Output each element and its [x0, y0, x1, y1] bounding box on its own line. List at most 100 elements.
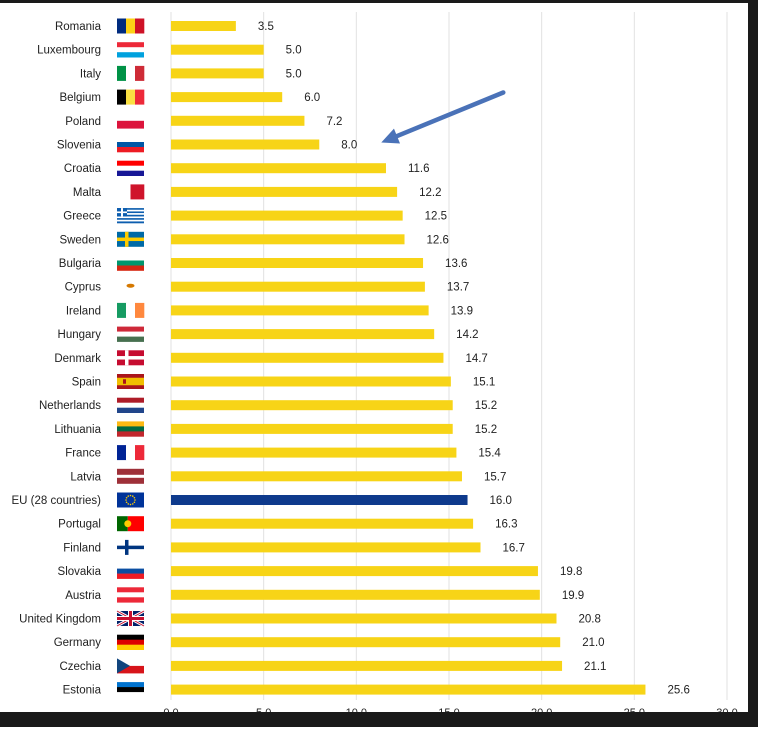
flag-denmark-icon: [117, 350, 144, 366]
value-label: 13.7: [447, 282, 469, 294]
frame-border-bottom: [0, 712, 758, 727]
category-label: Croatia: [64, 163, 102, 175]
value-label: 7.2: [326, 116, 342, 128]
bar: [171, 186, 398, 197]
category-label: Spain: [72, 377, 101, 389]
value-label: 6.0: [304, 92, 320, 104]
bar: [171, 210, 403, 221]
category-label: Cyprus: [65, 282, 102, 294]
bar: [171, 376, 451, 387]
bar: [171, 44, 264, 55]
value-label: 14.2: [456, 329, 478, 341]
category-label: Finland: [63, 542, 101, 554]
flag-malta-icon: [117, 184, 145, 200]
category-label: Netherlands: [39, 400, 101, 412]
value-label: 19.8: [560, 566, 582, 578]
category-label: Denmark: [54, 353, 101, 365]
bar: [171, 305, 429, 316]
flag-slovakia-icon: [117, 563, 144, 579]
annotation: [381, 90, 506, 144]
flag-spain-icon: [117, 374, 144, 389]
category-label: Belgium: [59, 92, 101, 104]
bar: [171, 258, 424, 268]
bar-eu-average: [171, 495, 468, 505]
value-label: 19.9: [562, 590, 584, 602]
value-label: 12.2: [419, 187, 441, 199]
category-label: Sweden: [59, 234, 101, 246]
value-label: 12.6: [427, 234, 449, 246]
flag-eu-icon: [117, 492, 144, 508]
value-label: 20.8: [578, 614, 600, 626]
bar: [171, 566, 538, 577]
category-label: Czechia: [59, 661, 101, 673]
category-label: Slovakia: [58, 566, 102, 578]
category-label: Estonia: [63, 685, 102, 697]
flag-france-icon: [117, 445, 145, 461]
category-label: France: [65, 448, 101, 460]
value-label: 14.7: [465, 353, 487, 365]
flag-croatia-icon: [117, 160, 144, 176]
bar: [171, 400, 453, 411]
value-label: 16.3: [495, 519, 517, 531]
flag-finland-icon: [117, 539, 144, 555]
annotation-arrow-icon: [381, 90, 506, 144]
bar: [171, 613, 557, 624]
value-label: 21.1: [584, 661, 606, 673]
bar: [171, 21, 236, 31]
value-label: 13.9: [451, 305, 473, 317]
category-label: Germany: [54, 637, 102, 649]
flag-uk-icon: [116, 609, 145, 628]
bar: [171, 542, 481, 553]
frame-border-top: [0, 0, 758, 3]
flag-luxembourg-icon: [117, 42, 144, 58]
flag-ireland-icon: [117, 302, 145, 318]
flag-romania-icon: [117, 18, 145, 34]
bar: [171, 352, 444, 363]
bar: [171, 660, 563, 671]
category-label: Luxembourg: [37, 45, 101, 57]
bar: [171, 329, 435, 340]
value-label: 5.0: [286, 45, 302, 57]
category-label: United Kingdom: [19, 614, 101, 626]
bar: [171, 423, 453, 434]
bar: [171, 234, 405, 245]
value-label: 3.5: [258, 21, 274, 33]
category-label: EU (28 countries): [12, 495, 102, 507]
value-label: 15.2: [475, 400, 497, 412]
flag-lithuania-icon: [117, 421, 144, 437]
bar: [171, 92, 283, 103]
value-label: 8.0: [341, 140, 357, 152]
category-label: Portugal: [58, 519, 101, 531]
flag-germany-icon: [117, 634, 144, 650]
flag-cyprus-icon: [117, 279, 144, 295]
flag-sweden-icon: [117, 231, 144, 247]
value-label: 12.5: [425, 211, 447, 223]
flag-portugal-icon: [117, 516, 144, 532]
bars: [171, 21, 646, 695]
category-label: Poland: [65, 116, 101, 128]
value-label: 16.7: [503, 542, 525, 554]
bar: [171, 281, 425, 292]
category-label: Greece: [63, 211, 101, 223]
category-label: Latvia: [70, 471, 101, 483]
category-label: Slovenia: [57, 140, 102, 152]
value-labels: 3.55.05.06.07.28.011.612.212.512.613.613…: [258, 21, 690, 697]
value-label: 15.2: [475, 424, 497, 436]
bar: [171, 518, 474, 529]
category-label: Malta: [73, 187, 102, 199]
frame-border-right: [748, 0, 758, 712]
category-label: Romania: [55, 21, 102, 33]
flag-austria-icon: [117, 587, 144, 603]
bar: [171, 115, 305, 126]
flag-estonia-icon: [117, 682, 144, 698]
category-label: Lithuania: [54, 424, 101, 436]
value-label: 13.6: [445, 258, 467, 270]
flag-hungary-icon: [117, 326, 144, 342]
flag-latvia-icon: [117, 468, 144, 484]
flag-czechia-icon: [117, 658, 144, 674]
bar: [171, 139, 320, 150]
category-label: Hungary: [58, 329, 102, 341]
category-label: Bulgaria: [59, 258, 102, 270]
